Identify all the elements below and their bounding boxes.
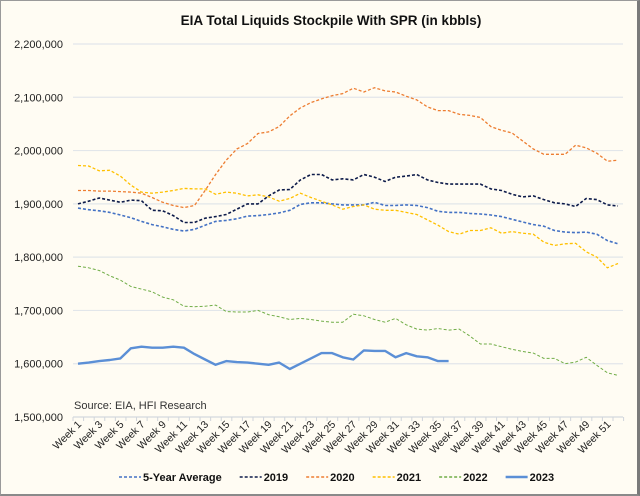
- y-tick-label: 1,500,000: [14, 412, 63, 424]
- series-line-2020: [78, 87, 619, 209]
- legend-label: 2023: [530, 472, 554, 484]
- y-tick-label: 1,900,000: [14, 199, 63, 211]
- y-axis-ticks: 1,500,000 1,600,000 1,700,000 1,800,000 1,90…: [14, 39, 63, 424]
- legend-label: 2022: [463, 472, 487, 484]
- series-line-2021: [77, 164, 619, 269]
- legend-label: 2021: [397, 472, 421, 484]
- y-tick-label: 1,700,000: [14, 305, 63, 317]
- y-tick-label: 2,200,000: [14, 39, 63, 51]
- legend-label: 5-Year Average: [143, 472, 222, 484]
- y-tick-label: 1,600,000: [14, 359, 63, 371]
- chart-title: EIA Total Liquids Stockpile With SPR (in…: [181, 13, 482, 28]
- series-line-2022: [77, 265, 619, 376]
- legend: 5-Year Average 2019 2020 2021 2022 2023: [119, 472, 554, 484]
- source-annotation: Source: EIA, HFI Research: [74, 400, 207, 412]
- series-lines: [77, 87, 619, 376]
- y-tick-label: 2,000,000: [14, 146, 63, 158]
- gridlines: [73, 43, 623, 418]
- series-line-2019: [77, 173, 619, 224]
- legend-label: 2020: [330, 472, 354, 484]
- y-tick-label: 1,800,000: [14, 252, 63, 264]
- series-line-2023: [77, 345, 449, 371]
- legend-label: 2019: [264, 472, 288, 484]
- y-tick-label: 2,100,000: [14, 92, 63, 104]
- series-line-5-year-average: [77, 201, 619, 245]
